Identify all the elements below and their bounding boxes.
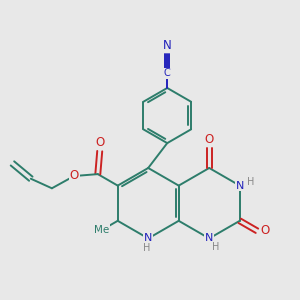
Text: Me: Me [94, 225, 110, 235]
Text: O: O [205, 133, 214, 146]
Text: H: H [247, 177, 254, 187]
Text: N: N [236, 181, 244, 190]
Text: N: N [163, 39, 172, 52]
Text: O: O [96, 136, 105, 149]
Text: N: N [144, 233, 152, 243]
Text: O: O [261, 224, 270, 237]
Text: O: O [70, 169, 79, 182]
Text: N: N [205, 233, 213, 243]
Text: C: C [164, 68, 171, 78]
Text: H: H [212, 242, 219, 252]
Text: H: H [142, 243, 150, 253]
